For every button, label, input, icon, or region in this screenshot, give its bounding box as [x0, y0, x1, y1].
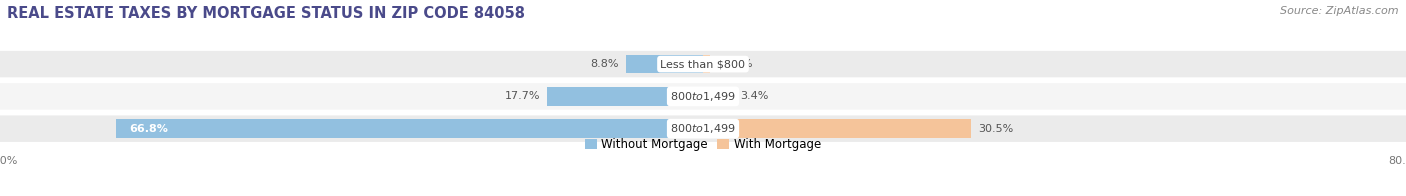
Text: REAL ESTATE TAXES BY MORTGAGE STATUS IN ZIP CODE 84058: REAL ESTATE TAXES BY MORTGAGE STATUS IN … [7, 6, 524, 21]
Text: 0.79%: 0.79% [717, 59, 752, 69]
FancyBboxPatch shape [0, 115, 1406, 142]
Text: $800 to $1,499: $800 to $1,499 [671, 122, 735, 135]
Bar [703, 55, 710, 74]
Bar [115, 119, 703, 138]
Text: Source: ZipAtlas.com: Source: ZipAtlas.com [1281, 6, 1399, 16]
Text: 66.8%: 66.8% [129, 124, 169, 134]
Text: 8.8%: 8.8% [591, 59, 619, 69]
FancyBboxPatch shape [0, 51, 1406, 77]
Bar [547, 87, 703, 106]
FancyBboxPatch shape [0, 83, 1406, 110]
Bar [703, 87, 733, 106]
Text: 3.4%: 3.4% [740, 91, 768, 101]
Text: 17.7%: 17.7% [505, 91, 540, 101]
Bar [626, 55, 703, 74]
Text: Less than $800: Less than $800 [661, 59, 745, 69]
Text: 30.5%: 30.5% [979, 124, 1014, 134]
Legend: Without Mortgage, With Mortgage: Without Mortgage, With Mortgage [581, 133, 825, 156]
Bar [703, 119, 972, 138]
Text: $800 to $1,499: $800 to $1,499 [671, 90, 735, 103]
